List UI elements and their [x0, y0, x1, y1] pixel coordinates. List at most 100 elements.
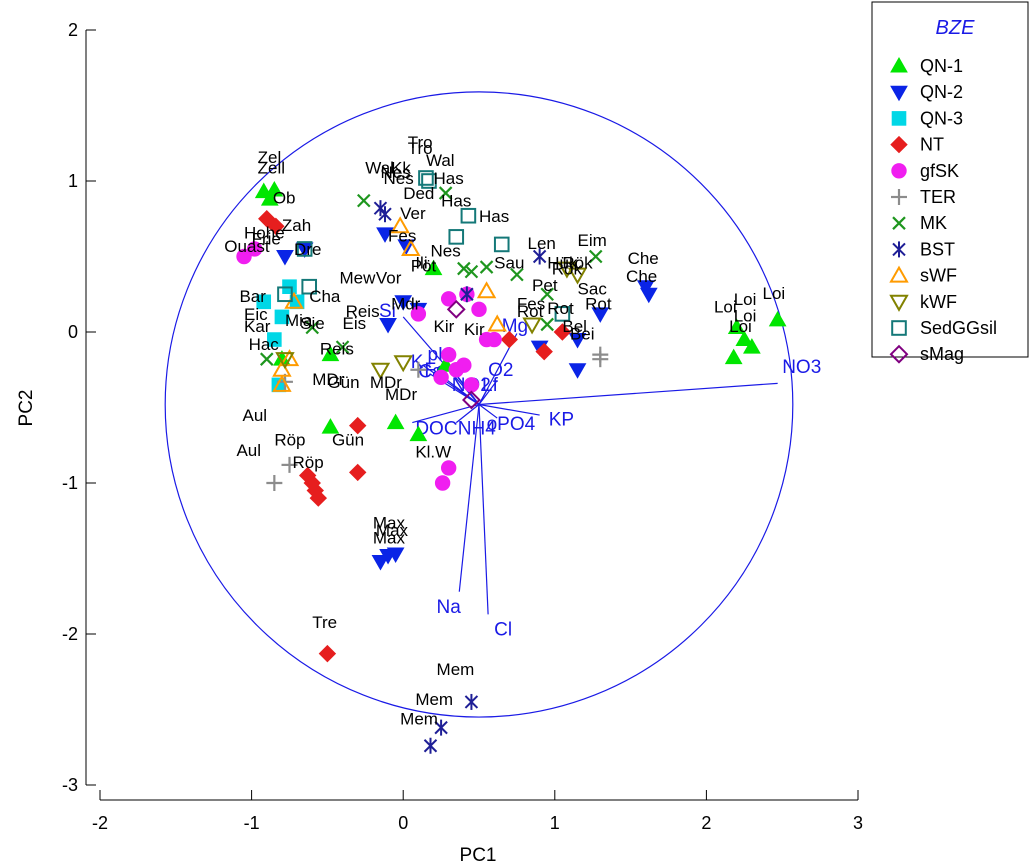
point-smag [446, 299, 466, 319]
site-label: Ob [273, 189, 296, 208]
site-label: Ded [403, 184, 434, 203]
point-qn-1 [735, 330, 754, 347]
point-gfsk [236, 248, 252, 265]
point-swf [401, 238, 421, 256]
site-label: Loi [714, 297, 737, 316]
point-nt [309, 489, 328, 507]
site-label: Kir [464, 320, 485, 339]
legend-marker-gfsk [891, 163, 907, 179]
site-label: Bar [239, 287, 266, 306]
vector-label: Mg [502, 316, 528, 337]
site-label: Reis [346, 302, 380, 321]
site-label: Nes [380, 163, 410, 182]
legend-marker-kwf [889, 294, 909, 312]
point-sedggsil [554, 306, 571, 322]
point-qn-2 [568, 363, 587, 379]
legend-marker-qn-2 [890, 85, 908, 102]
point-qn-2 [379, 317, 397, 334]
site-label: Mem [415, 690, 453, 709]
point-bst [464, 693, 479, 710]
point-swf [390, 216, 410, 234]
point-qn-3 [267, 332, 282, 347]
point-mk [335, 340, 350, 354]
point-nt [349, 463, 367, 482]
site-label: Kl.W [415, 442, 451, 461]
point-sedggsil [296, 241, 313, 257]
point-mk [510, 267, 524, 282]
site-label: Zel [258, 148, 282, 167]
site-label: Loi [734, 290, 757, 309]
x-tick-label: 2 [701, 813, 711, 833]
site-label: Tro [408, 133, 433, 152]
y-tick-label: -3 [62, 775, 78, 795]
site-label: Rot [547, 299, 574, 318]
site-label: Wal [365, 158, 394, 177]
point-mk [438, 186, 453, 200]
point-qn-1 [265, 181, 284, 197]
point-gfsk [463, 377, 480, 393]
point-qn-2 [276, 250, 294, 266]
vector-label: KP [549, 410, 574, 431]
site-label: Hac [249, 335, 280, 354]
point-swf [272, 359, 292, 377]
vector-o2 [478, 379, 498, 405]
vector-k [422, 364, 480, 405]
point-nt [303, 474, 321, 492]
site-label: Gün [332, 430, 364, 449]
x-tick-label: 3 [853, 813, 863, 833]
point-mk [540, 287, 554, 302]
site-label: Wal [426, 151, 455, 170]
point-gfsk [440, 346, 457, 363]
point-sedggsil [421, 173, 437, 189]
point-nt [349, 416, 367, 435]
point-nt [267, 217, 285, 236]
site-label: Cha [309, 287, 341, 306]
site-label: Aul [236, 441, 261, 460]
correlation-circle [164, 91, 794, 718]
legend-marker-nt [890, 135, 908, 154]
legend-marker-swf [889, 265, 909, 283]
site-label: Eim [578, 231, 607, 250]
x-tick-label: -2 [92, 813, 108, 833]
site-label: Dre [294, 240, 321, 259]
site-label: Hük [547, 254, 578, 273]
site-label: Zell [258, 158, 285, 177]
x-tick-label: 0 [398, 813, 408, 833]
legend-marker-qn-1 [890, 56, 908, 73]
point-ter [410, 361, 427, 378]
site-label: Ver [400, 204, 426, 223]
site-label: Sac [578, 279, 608, 298]
legend-marker-mk [892, 216, 906, 230]
point-qn-2 [591, 307, 610, 323]
legend-marker-qn-3 [891, 111, 907, 126]
site-label: Röp [274, 430, 305, 449]
point-kwf [370, 362, 391, 380]
vector-no3 [478, 382, 778, 406]
site-label: Has [434, 169, 464, 188]
site-label: MDr [312, 370, 344, 389]
site-label: Pet [532, 276, 558, 295]
site-label: Len [528, 234, 556, 253]
point-smag [462, 390, 481, 410]
point-nt [553, 323, 572, 341]
point-gfsk [433, 369, 449, 385]
point-gfsk [246, 241, 263, 257]
point-qn-2 [568, 333, 587, 349]
site-label: MDr [370, 373, 402, 392]
point-qn-1 [321, 345, 340, 362]
y-tick-label: 2 [68, 20, 78, 40]
vector-label: NH4 [458, 419, 496, 440]
point-sedggsil [301, 278, 318, 295]
point-swf [487, 314, 507, 332]
site-label: Tro [408, 139, 433, 158]
point-gfsk [448, 362, 464, 378]
point-gfsk [471, 301, 487, 318]
legend-entry: sWF [920, 266, 957, 286]
point-sedggsil [277, 286, 293, 303]
point-mk [479, 260, 494, 274]
site-label: Nes [430, 242, 460, 261]
site-label: Ili [415, 254, 427, 273]
point-qn-2 [376, 227, 394, 243]
site-label: Has [441, 192, 471, 211]
